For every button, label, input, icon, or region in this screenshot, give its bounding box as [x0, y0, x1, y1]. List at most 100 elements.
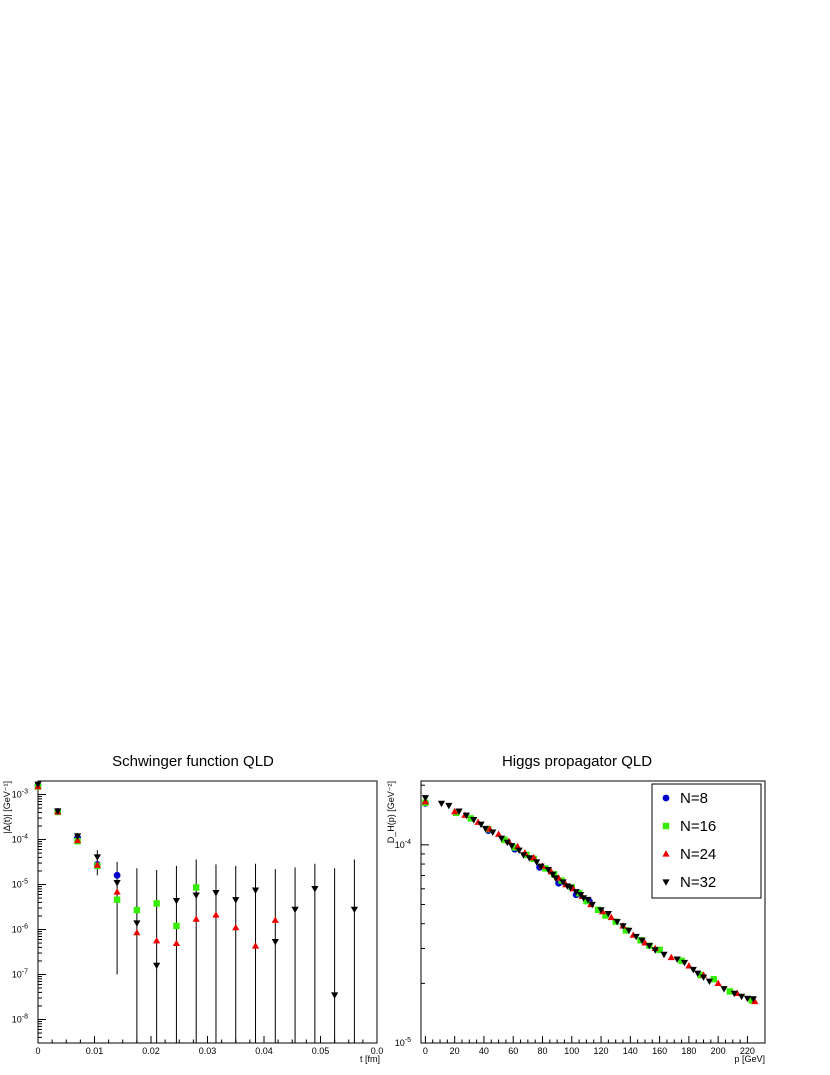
data-point-n32 — [572, 889, 580, 896]
x-tick-label: 140 — [623, 1046, 638, 1056]
x-tick-label: 0.04 — [255, 1046, 273, 1056]
y-tick-label: 10-4 — [12, 834, 28, 845]
x-tick-label: 0.01 — [86, 1046, 104, 1056]
data-point-n32 — [689, 966, 697, 974]
y-tick-label: 10-7 — [12, 968, 28, 979]
x-tick-label: 0 — [35, 1046, 40, 1056]
data-point-n32 — [503, 839, 511, 847]
data-point-n32 — [462, 812, 470, 820]
data-point-n32 — [311, 886, 319, 893]
data-point-n32 — [533, 859, 541, 866]
data-point-n32 — [737, 993, 746, 1001]
data-point-n32 — [437, 800, 446, 808]
data-point-n32 — [271, 938, 279, 946]
x-tick-label: 0 — [423, 1046, 428, 1056]
data-point-n16 — [113, 896, 121, 903]
data-point-n32 — [645, 943, 653, 950]
data-point-n32 — [73, 833, 82, 840]
data-point-n32 — [549, 871, 557, 879]
x-tick-label: 0.03 — [199, 1046, 217, 1056]
y-axis-label: D_H(p) [GeV⁻²] — [386, 781, 396, 843]
data-point-n16 — [726, 988, 734, 995]
data-point-n32 — [749, 996, 757, 1003]
legend-marker-n16 — [662, 822, 670, 830]
data-point-n32 — [619, 923, 627, 930]
x-tick-label: 220 — [740, 1046, 755, 1056]
data-point-n32 — [544, 867, 552, 874]
data-point-n16 — [748, 997, 756, 1004]
y-tick-label: 10-8 — [12, 1013, 28, 1024]
data-point-n32 — [613, 918, 621, 926]
x-tick-label: 200 — [711, 1046, 726, 1056]
data-point-n24 — [93, 861, 101, 868]
data-points — [421, 795, 759, 1005]
y-tick-label: 10-4 — [395, 839, 411, 850]
y-tick-label: 10-6 — [12, 924, 28, 935]
x-tick-label: 100 — [564, 1046, 579, 1056]
x-tick-label: 160 — [652, 1046, 667, 1056]
data-point-n32 — [694, 970, 702, 978]
data-point-n32 — [232, 897, 240, 904]
data-point-n24 — [133, 928, 141, 936]
data-point-n32 — [515, 847, 523, 854]
data-point-n32 — [660, 951, 668, 959]
data-point-n24 — [530, 854, 538, 861]
data-point-n32 — [251, 887, 260, 894]
data-point-n24 — [667, 953, 675, 961]
data-point-n32 — [525, 855, 533, 862]
data-point-n24 — [607, 913, 615, 921]
data-point-n32 — [192, 892, 200, 899]
plot-frame — [420, 780, 766, 1044]
data-point-n24 — [494, 830, 503, 837]
data-point-n32 — [291, 906, 299, 914]
data-point-n32 — [497, 835, 506, 843]
data-point-n24 — [451, 807, 459, 815]
data-point-n32 — [481, 825, 490, 833]
data-point-n16 — [710, 975, 717, 983]
x-tick-label: 60 — [508, 1046, 518, 1056]
chart-title: Higgs propagator QLD — [502, 753, 652, 770]
x-axis-label: p [GeV] — [734, 1054, 765, 1064]
x-tick-label: 40 — [479, 1046, 489, 1056]
data-point-n24 — [192, 915, 200, 922]
data-point-n32 — [699, 974, 708, 981]
legend-marker-n24 — [662, 850, 670, 857]
data-point-n32 — [625, 927, 633, 935]
data-point-n32 — [673, 956, 681, 963]
data-point-n16 — [583, 897, 590, 905]
x-tick-label: 180 — [681, 1046, 696, 1056]
data-point-n32 — [552, 875, 560, 882]
data-point-n24 — [751, 997, 759, 1005]
data-point-n16 — [193, 884, 200, 891]
data-point-n32 — [566, 884, 574, 892]
data-point-n32 — [597, 907, 605, 914]
data-point-n32 — [559, 879, 567, 886]
data-point-n32 — [584, 896, 592, 904]
data-point-n24 — [714, 979, 722, 986]
schwinger-function-panel: Schwinger function QLD 0 0.01 0.02 0.03 0.04… — [2, 753, 383, 1064]
data-point-n32 — [172, 897, 181, 905]
axis-ticks: 0 0.01 0.02 0.03 0.04 0.05 0.0 10-8 10-7 10-6 10-5… — [12, 789, 384, 1056]
data-point-n32 — [153, 962, 161, 970]
x-tick-label: 20 — [450, 1046, 460, 1056]
data-point-n32 — [720, 986, 728, 993]
legend-label-n32: N=32 — [680, 874, 716, 891]
legend-label-n8: N=8 — [680, 790, 708, 807]
data-point-n24 — [232, 923, 240, 931]
data-point-n32 — [743, 995, 752, 1003]
legend-marker-n8 — [662, 794, 670, 802]
data-point-n16 — [602, 912, 609, 919]
data-point-n32 — [331, 992, 339, 999]
y-axis-label: |Δ(t)| [GeV⁻¹] — [2, 781, 12, 833]
data-point-n16 — [153, 900, 160, 907]
data-point-n32 — [350, 906, 358, 914]
y-tick-label: 10-5 — [12, 879, 28, 890]
x-tick-label: 0.02 — [142, 1046, 160, 1056]
data-point-n32 — [34, 781, 42, 788]
data-point-n24 — [271, 916, 279, 923]
data-point-n32 — [470, 817, 478, 824]
legend-markers — [662, 794, 670, 886]
data-point-n16 — [173, 922, 180, 930]
x-tick-label: 80 — [537, 1046, 547, 1056]
legend: N=8 N=16 N=24 N=32 — [651, 783, 762, 899]
